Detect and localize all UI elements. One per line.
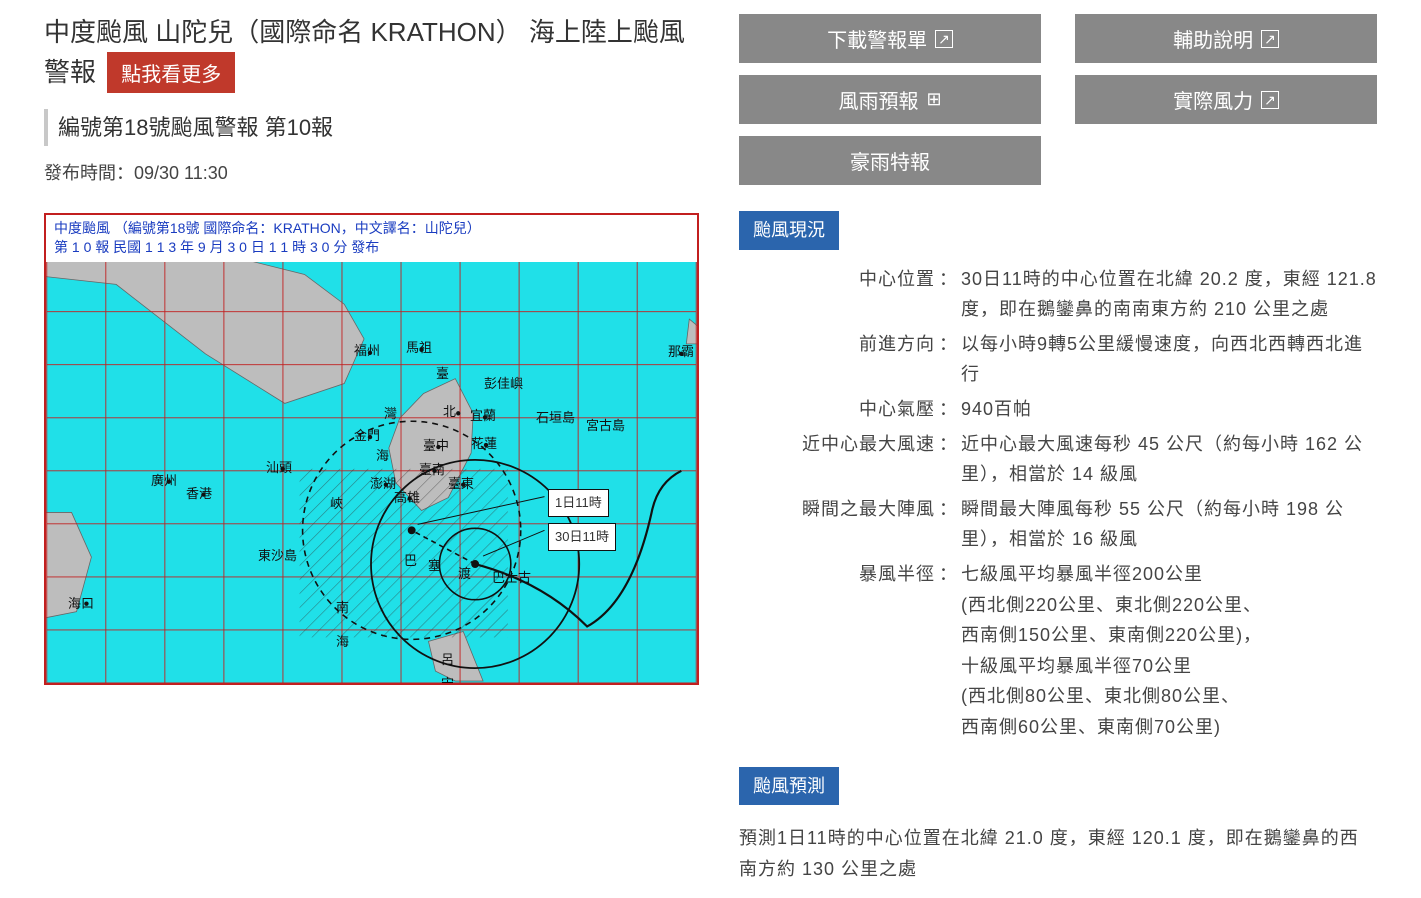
info-row: 中心氣壓：940百帕 (739, 394, 1377, 425)
warning-subtitle: 編號第18號颱風警報 第10報 (44, 109, 699, 146)
info-key: 瞬間之最大陣風 (773, 494, 935, 555)
info-row: 中心位置：30日11時的中心位置在北緯 20.2 度，東經 121.8 度，即在… (739, 264, 1377, 325)
button-label: 風雨預報 (838, 85, 918, 114)
action-buttons: 下載警報單 ↗ 輔助說明 ↗ 風雨預報 ⊞ 實際風力 ↗ 豪雨特報 (739, 14, 1377, 185)
plus-box-icon: ⊞ (926, 89, 941, 110)
button-label: 輔助說明 (1173, 24, 1253, 53)
action-button-3[interactable]: 實際風力 ↗ (1075, 75, 1377, 124)
info-val: 30日11時的中心位置在北緯 20.2 度，東經 121.8 度，即在鵝鑾鼻的南… (961, 264, 1377, 325)
info-sep: ： (935, 429, 961, 490)
info-key: 近中心最大風速 (773, 429, 935, 490)
external-link-icon: ↗ (935, 30, 953, 48)
info-val: 七級風平均暴風半徑200公里 (西北側220公里、東北側220公里、 西南側15… (961, 559, 1377, 743)
info-row: 近中心最大風速：近中心最大風速每秒 45 公尺（約每小時 162 公里），相當於… (739, 429, 1377, 490)
forecast-section-title: 颱風預測 (739, 767, 839, 806)
map-callout-1: 30日11時 (548, 523, 616, 551)
map-canvas (46, 215, 697, 683)
info-val: 近中心最大風速每秒 45 公尺（約每小時 162 公里），相當於 14 級風 (961, 429, 1377, 490)
publish-time: 發布時間：09/30 11:30 (44, 158, 699, 189)
info-val: 瞬間最大陣風每秒 55 公尺（約每小時 198 公里），相當於 16 級風 (961, 494, 1377, 555)
publish-value: 09/30 11:30 (134, 163, 228, 183)
info-key: 中心氣壓 (773, 394, 935, 425)
external-link-icon: ↗ (1261, 30, 1279, 48)
status-info: 中心位置：30日11時的中心位置在北緯 20.2 度，東經 121.8 度，即在… (739, 264, 1377, 743)
action-button-2[interactable]: 風雨預報 ⊞ (739, 75, 1041, 124)
info-sep: ： (935, 329, 961, 390)
info-row: 前進方向：以每小時9轉5公里緩慢速度，向西北西轉西北進行 (739, 329, 1377, 390)
action-button-0[interactable]: 下載警報單 ↗ (739, 14, 1041, 63)
map-header-line2: 第 1 0 報 民國 1 1 3 年 9 月 3 0 日 1 1 時 3 0 分… (54, 238, 689, 257)
external-link-icon: ↗ (1261, 91, 1279, 109)
button-label: 實際風力 (1173, 85, 1253, 114)
more-button[interactable]: 點我看更多 (107, 52, 235, 93)
info-sep: ： (935, 264, 961, 325)
typhoon-map: 中度颱風 （編號第18號 國際命名：KRATHON，中文譯名：山陀兒） 第 1 … (44, 213, 699, 685)
info-sep: ： (935, 494, 961, 555)
info-val: 940百帕 (961, 394, 1377, 425)
status-section-title: 颱風現況 (739, 211, 839, 250)
forecast-body: 預測1日11時的中心位置在北緯 21.0 度，東經 120.1 度，即在鵝鑾鼻的… (739, 823, 1377, 884)
info-val: 以每小時9轉5公里緩慢速度，向西北西轉西北進行 (961, 329, 1377, 390)
info-row: 暴風半徑：七級風平均暴風半徑200公里 (西北側220公里、東北側220公里、 … (739, 559, 1377, 743)
info-key: 中心位置 (773, 264, 935, 325)
info-key: 前進方向 (773, 329, 935, 390)
action-button-4[interactable]: 豪雨特報 (739, 136, 1041, 185)
info-key: 暴風半徑 (773, 559, 935, 743)
info-sep: ： (935, 559, 961, 743)
button-label: 下載警報單 (827, 24, 927, 53)
button-label: 豪雨特報 (850, 146, 930, 175)
action-button-1[interactable]: 輔助說明 ↗ (1075, 14, 1377, 63)
info-row: 瞬間之最大陣風：瞬間最大陣風每秒 55 公尺（約每小時 198 公里），相當於 … (739, 494, 1377, 555)
map-header: 中度颱風 （編號第18號 國際命名：KRATHON，中文譯名：山陀兒） 第 1 … (46, 215, 697, 263)
map-callout-0: 1日11時 (548, 489, 609, 517)
map-header-line1: 中度颱風 （編號第18號 國際命名：KRATHON，中文譯名：山陀兒） (54, 219, 689, 238)
info-sep: ： (935, 394, 961, 425)
page-title: 中度颱風 山陀兒（國際命名 KRATHON） 海上陸上颱風警報 點我看更多 (44, 14, 699, 93)
publish-prefix: 發布時間： (44, 163, 134, 183)
